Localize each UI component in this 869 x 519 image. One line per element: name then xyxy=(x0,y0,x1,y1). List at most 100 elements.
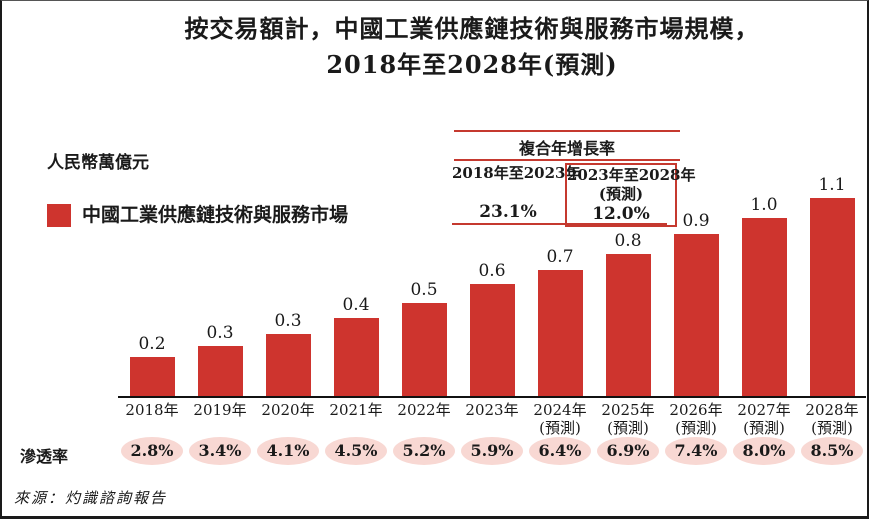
bars-row: 0.2 0.3 0.3 0.4 0.5 0.6 0.7 0.8 0.9 1.0 1.1 xyxy=(118,116,866,398)
x-axis-label: 2025年 (預測) xyxy=(594,401,662,437)
bar-value-label: 0.4 xyxy=(342,295,370,315)
bar xyxy=(673,234,719,396)
bar-column: 0.7 xyxy=(526,247,594,396)
bar-column: 0.3 xyxy=(186,323,254,396)
bar-value-label: 0.8 xyxy=(614,231,642,251)
legend-swatch xyxy=(47,203,71,227)
penetration-row-label: 滲透率 xyxy=(20,447,69,466)
cagr-header: 複合年增長率 xyxy=(518,139,615,158)
x-axis-label: 2027年 (預測) xyxy=(730,401,798,437)
penetration-value: 4.1% xyxy=(257,437,319,465)
penetration-cell: 7.4% xyxy=(662,437,730,465)
bar xyxy=(537,270,583,396)
bar-column: 0.3 xyxy=(254,311,322,396)
bar-column: 0.8 xyxy=(594,231,662,396)
bar-value-label: 0.3 xyxy=(206,323,234,343)
penetration-value: 3.4% xyxy=(189,437,251,465)
chart-title-line2: 2018年至2028年(預測) xyxy=(326,50,618,79)
penetration-value: 6.4% xyxy=(529,437,591,465)
x-axis-year: 2018年 xyxy=(125,401,179,419)
x-axis-label: 2028年 (預測) xyxy=(798,401,866,437)
bar-value-label: 0.6 xyxy=(478,261,506,281)
penetration-value: 5.2% xyxy=(393,437,455,465)
penetration-cell: 8.0% xyxy=(730,437,798,465)
bar xyxy=(605,254,651,396)
bar-column: 1.0 xyxy=(730,195,798,396)
penetration-value: 7.4% xyxy=(665,437,727,465)
bar-column: 0.9 xyxy=(662,211,730,396)
legend-label: 中國工業供應鏈技術與服務市場 xyxy=(82,204,349,226)
penetration-cell: 4.5% xyxy=(322,437,390,465)
x-axis-year: 2026年 xyxy=(669,401,723,419)
x-axis-year: 2021年 xyxy=(329,401,383,419)
bar xyxy=(197,346,243,396)
x-axis-year: 2024年 xyxy=(533,401,587,419)
bar-column: 0.6 xyxy=(458,261,526,396)
bar-value-label: 1.1 xyxy=(818,175,846,195)
cagr-columns: 2018年至2023年 23.1% 2023年至2028年 (預測) 12.0% xyxy=(452,163,696,227)
penetration-value: 8.0% xyxy=(733,437,795,465)
bar xyxy=(129,357,175,396)
penetration-cell: 8.5% xyxy=(798,437,866,465)
bar-column: 0.2 xyxy=(118,334,186,396)
penetration-cell: 5.9% xyxy=(458,437,526,465)
cagr-forecast-note: (預測) xyxy=(598,185,644,203)
cagr-period-label: 2023年至2028年 xyxy=(567,166,696,184)
chart-title: 按交易額計，中國工業供應鏈技術與服務市場規模， 2018年至2028年(預測) xyxy=(72,11,867,83)
penetration-value: 6.9% xyxy=(597,437,659,465)
x-axis-year: 2028年 xyxy=(805,401,859,419)
penetration-value: 4.5% xyxy=(325,437,387,465)
penetration-row: 2.8% 3.4% 4.1% 4.5% 5.2% 5.9% 6.4% 6.9% 7.4% 8.0%… xyxy=(118,437,866,465)
y-axis-unit-label: 人民幣萬億元 xyxy=(47,153,149,173)
penetration-cell: 3.4% xyxy=(186,437,254,465)
legend: 中國工業供應鏈技術與服務市場 xyxy=(47,203,348,227)
cagr-column-2023-2028-boxed: 2023年至2028年 (預測) 12.0% xyxy=(565,163,696,227)
penetration-cell: 2.8% xyxy=(118,437,186,465)
cagr-period-label: 2018年至2023年 xyxy=(452,164,581,182)
bar xyxy=(401,303,447,396)
x-axis-label: 2026年 (預測) xyxy=(662,401,730,437)
x-axis-label: 2018年 xyxy=(118,401,186,437)
bar xyxy=(333,318,379,396)
x-axis-label: 2021年 xyxy=(322,401,390,437)
bar-column: 0.5 xyxy=(390,280,458,396)
cagr-value: 23.1% xyxy=(479,202,537,222)
bar-value-label: 0.3 xyxy=(274,311,302,331)
x-axis-year: 2025年 xyxy=(601,401,655,419)
penetration-cell: 4.1% xyxy=(254,437,322,465)
x-axis-forecast-note: (預測) xyxy=(607,419,649,437)
bar-value-label: 0.2 xyxy=(138,334,166,354)
x-labels-row: 2018年 2019年 2020年 2021年 2022年 2023年 2024年 (預測) 2… xyxy=(118,401,866,437)
penetration-value: 8.5% xyxy=(801,437,863,465)
x-axis-label: 2023年 xyxy=(458,401,526,437)
cagr-bottom-rule xyxy=(452,223,667,225)
penetration-cell: 5.2% xyxy=(390,437,458,465)
x-axis-year: 2022年 xyxy=(397,401,451,419)
x-axis-year: 2027年 xyxy=(737,401,791,419)
x-axis-label: 2019年 xyxy=(186,401,254,437)
x-axis-year: 2023年 xyxy=(465,401,519,419)
cagr-value: 12.0% xyxy=(592,204,650,224)
x-axis-forecast-note: (預測) xyxy=(811,419,853,437)
bar-column: 1.1 xyxy=(798,175,866,396)
bar-value-label: 0.9 xyxy=(682,211,710,231)
bar xyxy=(741,218,787,396)
penetration-cell: 6.9% xyxy=(594,437,662,465)
cagr-column-2018-2023: 2018年至2023年 23.1% xyxy=(452,163,581,227)
x-axis-label: 2024年 (預測) xyxy=(526,401,594,437)
bar-value-label: 1.0 xyxy=(750,195,778,215)
bar xyxy=(809,198,855,396)
chart-title-line1: 按交易額計，中國工業供應鏈技術與服務市場規模， xyxy=(184,14,760,43)
x-axis-forecast-note: (預測) xyxy=(675,419,717,437)
source-note: 來源：灼識諮詢報告 xyxy=(14,489,168,507)
x-axis-year: 2020年 xyxy=(261,401,315,419)
bar xyxy=(265,334,311,396)
penetration-value: 2.8% xyxy=(121,437,183,465)
bar-value-label: 0.5 xyxy=(410,280,438,300)
cagr-spacer xyxy=(452,183,564,201)
bar xyxy=(469,284,515,396)
x-axis-forecast-note: (預測) xyxy=(743,419,785,437)
x-axis-label: 2020年 xyxy=(254,401,322,437)
x-axis-forecast-note: (預測) xyxy=(539,419,581,437)
